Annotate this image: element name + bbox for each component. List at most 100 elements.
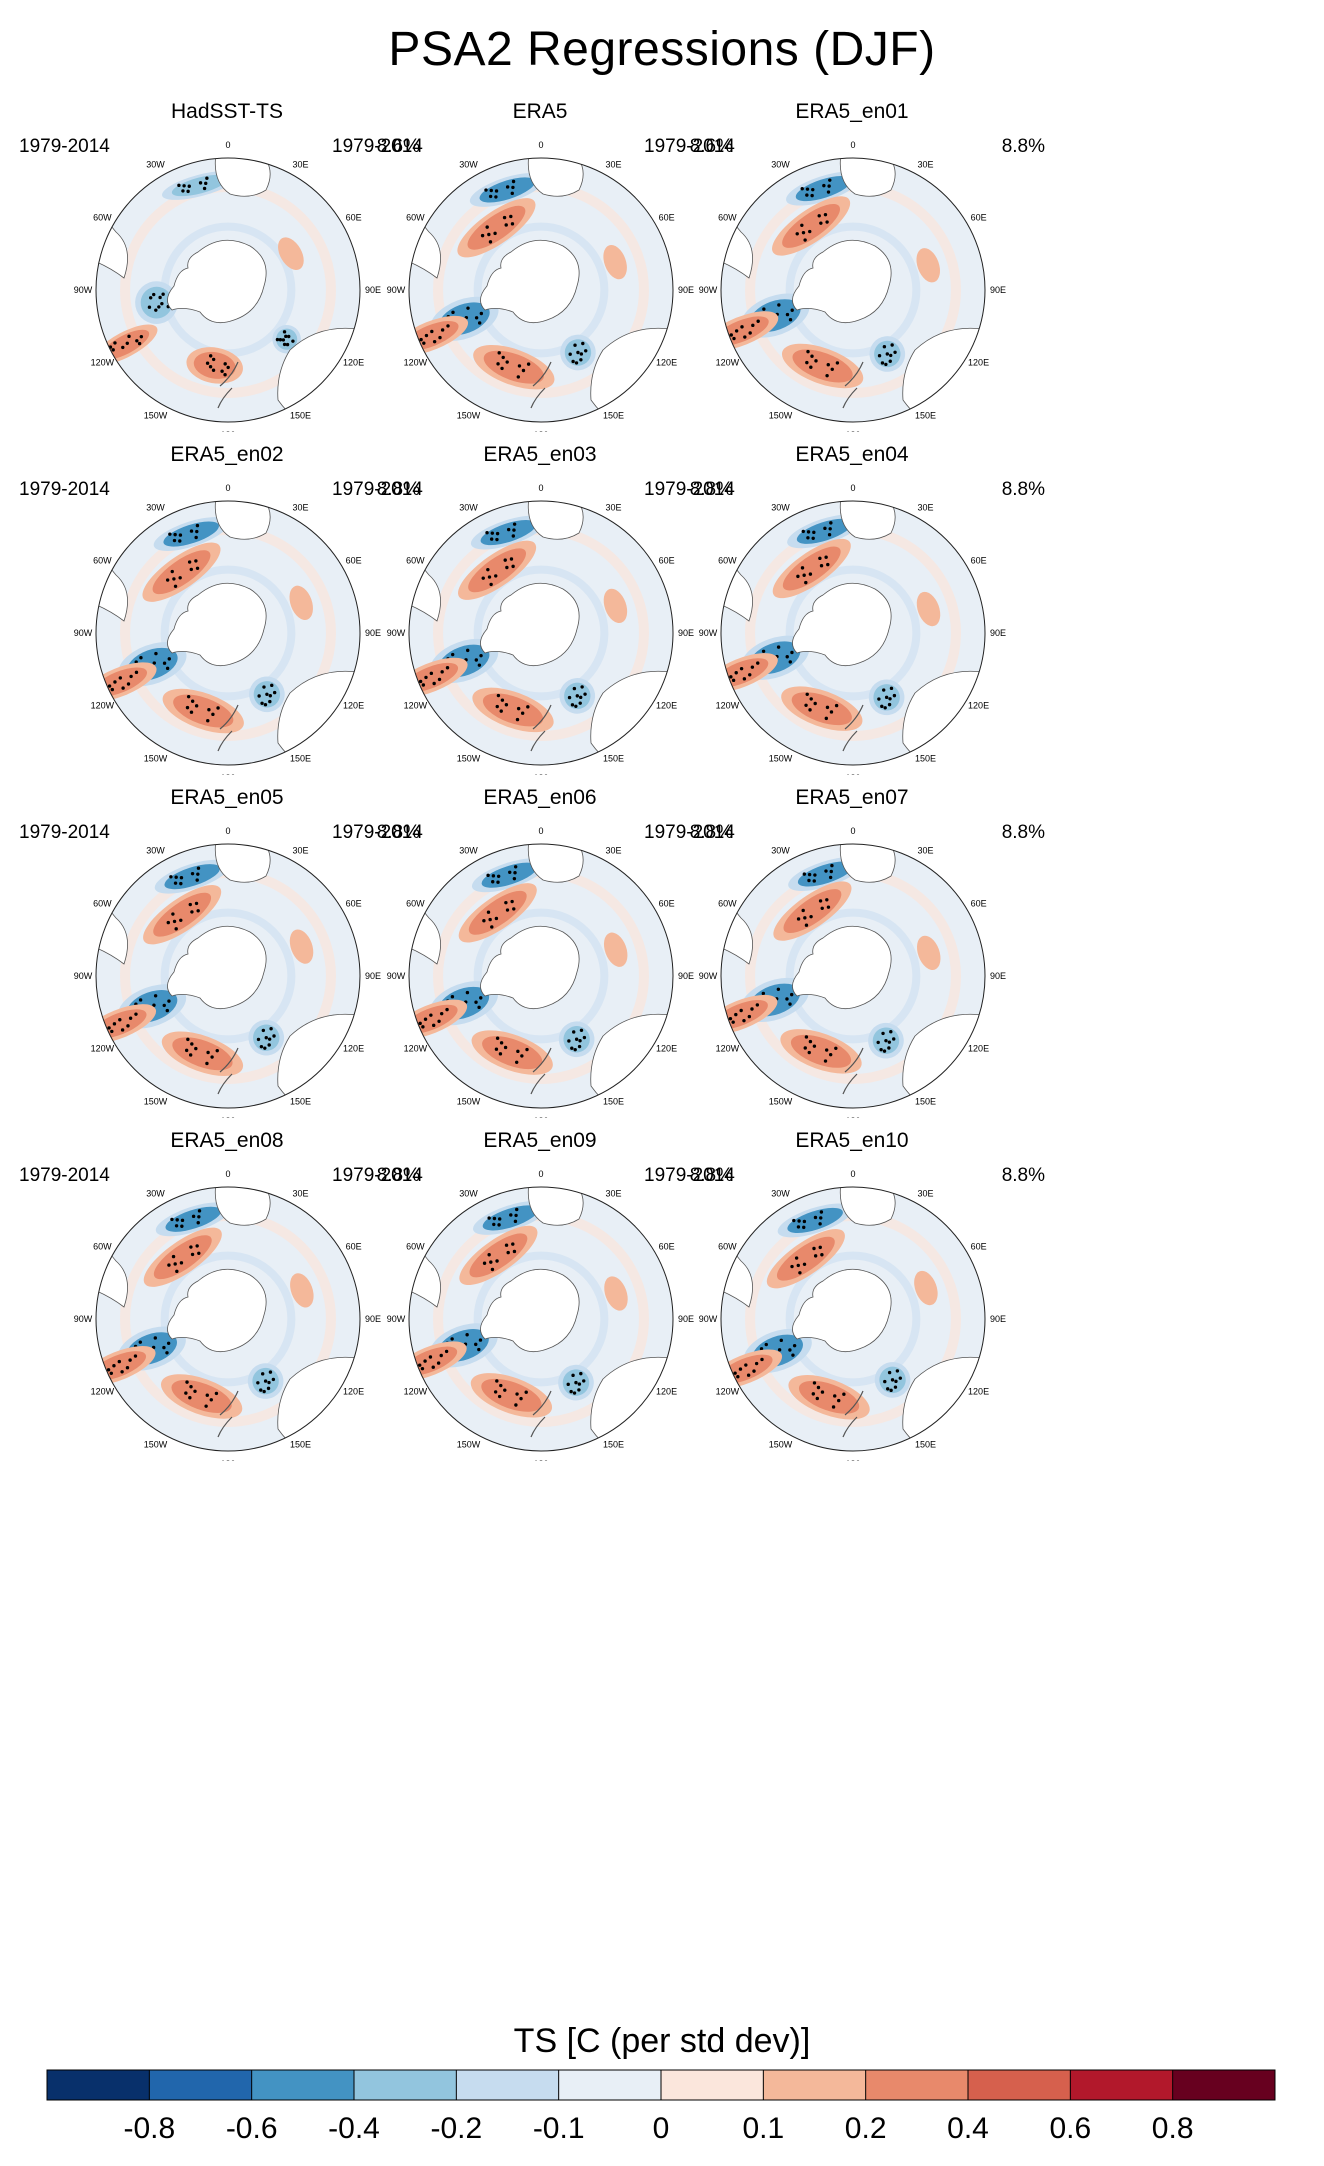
panel-year-range: 1979-2014 (19, 479, 110, 500)
significance-dot (579, 358, 583, 362)
colorbar-segment (763, 2070, 867, 2100)
significance-dot (106, 1368, 111, 1372)
longitude-label: 120E (968, 1387, 989, 1397)
significance-dot (515, 1392, 519, 1396)
longitude-label: 30E (917, 845, 933, 855)
longitude-label: 90E (365, 1314, 381, 1324)
significance-dot (207, 708, 211, 712)
significance-dot (171, 1254, 176, 1259)
longitude-label: 90E (990, 971, 1006, 981)
significance-dot (211, 368, 216, 372)
significance-dot (421, 1025, 425, 1029)
longitude-label: 60E (971, 899, 987, 909)
significance-dot (577, 1388, 581, 1392)
significance-dot (792, 1218, 796, 1223)
significance-dot (825, 898, 829, 902)
significance-dot (451, 310, 455, 315)
significance-dot (110, 687, 115, 692)
significance-dot (110, 1029, 114, 1034)
significance-dot (205, 361, 210, 365)
longitude-label: 90W (387, 285, 406, 295)
panel-year-range: 1979-2014 (19, 136, 110, 157)
significance-dot (166, 920, 170, 925)
longitude-label: 120E (656, 358, 677, 368)
significance-dot (104, 1375, 108, 1380)
map-panel: ERA5_en10 1979-2014 8.8% 0 30E 60E 90E 120E 150E… (637, 1129, 1067, 1589)
significance-dot (777, 303, 781, 307)
significance-dot (889, 353, 893, 358)
significance-dot (788, 1348, 792, 1352)
significance-dot (262, 685, 266, 689)
longitude-label: 60W (718, 1242, 737, 1252)
panel-title: ERA5_en04 (795, 443, 909, 466)
significance-dot (510, 899, 514, 904)
antarctica-landmass (792, 1268, 892, 1353)
new-zealand-coastline (530, 1390, 552, 1438)
panel-year-range: 1979-2014 (644, 479, 735, 500)
significance-dot (189, 1385, 193, 1389)
significance-dot (477, 1005, 481, 1010)
longitude-label: 120W (404, 701, 428, 711)
significance-dot (889, 1030, 893, 1034)
significance-dot (496, 880, 500, 884)
anomaly-blob (276, 328, 298, 350)
significance-dot (184, 1391, 188, 1395)
significance-dot (278, 338, 283, 342)
significance-dot (189, 710, 194, 714)
longitude-label: 120E (343, 1387, 364, 1397)
significance-dot (175, 1218, 179, 1222)
longitude-label: 30W (771, 845, 790, 855)
significance-dot (205, 1061, 209, 1066)
significance-dot (812, 1246, 816, 1251)
significance-dot (424, 333, 429, 338)
significance-dot (512, 907, 516, 911)
colorbar-tick-label: 0 (653, 2112, 670, 2145)
significance-dot (794, 1256, 799, 1260)
significance-dot (138, 1340, 143, 1344)
significance-dot (888, 697, 892, 701)
significance-dot (139, 334, 144, 339)
significance-dot (789, 992, 794, 997)
significance-dot (807, 872, 812, 877)
anomaly-blob (281, 241, 301, 266)
new-zealand-coastline (530, 361, 552, 409)
colorbar-segment (558, 2070, 662, 2100)
significance-dot (415, 1029, 420, 1033)
significance-dot (889, 1388, 893, 1393)
significance-dot (837, 1398, 841, 1403)
significance-dot (189, 567, 193, 572)
significance-dot (798, 1271, 802, 1275)
significance-dot (107, 1026, 111, 1030)
significance-dot (137, 341, 142, 346)
significance-dot (170, 569, 174, 574)
polar-map: 0 30E 60E 90E 120E 150E 180 150W 120W 90W 60W 30W (699, 140, 1006, 432)
longitude-label: 90W (387, 628, 406, 638)
significance-dot (179, 881, 183, 886)
significance-dot (885, 352, 890, 356)
significance-dot (828, 1052, 833, 1057)
significance-dot (892, 1037, 896, 1041)
panel-title: HadSST-TS (170, 100, 284, 123)
new-zealand-coastline (217, 1390, 239, 1438)
significance-dot (893, 1385, 898, 1389)
antarctica-landmass (167, 1268, 267, 1353)
significance-dot (504, 1243, 509, 1247)
significance-dot (750, 665, 755, 669)
significance-dot (797, 1219, 801, 1223)
significance-dot (889, 686, 894, 691)
significance-dot (761, 649, 766, 653)
significance-dot (577, 1382, 582, 1386)
colorbar-segment (865, 2070, 969, 2100)
significance-dot (495, 537, 499, 542)
significance-dot (487, 575, 492, 579)
significance-dot (128, 1358, 132, 1362)
significance-dot (134, 1012, 138, 1016)
anomaly-blob (790, 1034, 852, 1068)
significance-dot (263, 703, 268, 707)
colorbar-tick-label: -0.8 (123, 2112, 175, 2145)
significance-dot (514, 1060, 519, 1065)
new-zealand-coastline (217, 704, 239, 752)
significance-dot (829, 869, 833, 874)
significance-dot (876, 1040, 880, 1045)
significance-dot (189, 529, 194, 533)
